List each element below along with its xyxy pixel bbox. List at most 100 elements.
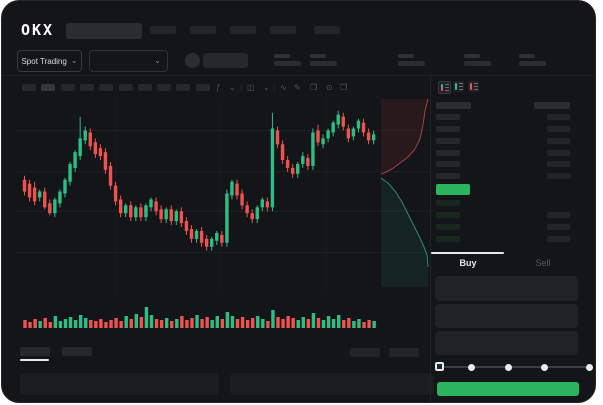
- ask-price[interactable]: [436, 126, 460, 132]
- total-field[interactable]: [435, 331, 578, 355]
- ask-price[interactable]: [436, 173, 460, 179]
- stat-value: [274, 61, 301, 66]
- candle: [341, 116, 345, 127]
- volume-bar: [53, 316, 58, 328]
- stat-value: [310, 61, 337, 66]
- timeframe-button[interactable]: [137, 84, 152, 91]
- candle: [220, 234, 224, 243]
- slider-stop[interactable]: [541, 364, 548, 371]
- pair-selector-dropdown[interactable]: ⌄: [89, 50, 168, 72]
- amount-field[interactable]: [435, 304, 578, 328]
- volume-bar: [43, 318, 47, 328]
- camera-icon[interactable]: ❒: [310, 83, 318, 92]
- search-input[interactable]: [66, 23, 142, 39]
- volume-bar: [159, 320, 164, 328]
- draw-icon[interactable]: ✎: [294, 83, 301, 92]
- divider: |: [240, 83, 243, 92]
- volume-bar: [331, 319, 336, 328]
- indicators-icon[interactable]: ƒ: [216, 83, 221, 92]
- volume-bar: [180, 316, 184, 328]
- bottom-tab-2[interactable]: [62, 347, 92, 356]
- amount-slider-handle[interactable]: [435, 362, 444, 371]
- nav-item[interactable]: [314, 26, 340, 34]
- slider-stop[interactable]: [505, 364, 512, 371]
- bid-price[interactable]: [436, 200, 460, 206]
- book-bids-icon[interactable]: [453, 81, 464, 92]
- volume-bar: [144, 307, 149, 328]
- candle: [37, 191, 42, 198]
- volume-bar: [281, 319, 285, 328]
- volume-bar: [175, 319, 179, 328]
- timeframe-button[interactable]: [41, 84, 56, 91]
- chevron-down-icon[interactable]: ⌄: [229, 83, 236, 92]
- ask-amount: [547, 150, 570, 156]
- volume-bar: [316, 318, 321, 328]
- book-all-icon[interactable]: [438, 81, 451, 94]
- candle: [260, 199, 265, 208]
- candle: [336, 114, 340, 125]
- coin-avatar[interactable]: [185, 53, 200, 68]
- chart-footer-button-1[interactable]: [350, 348, 380, 357]
- bottom-tab-active[interactable]: [20, 347, 50, 356]
- volume-bar: [38, 321, 42, 328]
- chart-footer-button-2[interactable]: [389, 348, 419, 357]
- candle: [169, 209, 173, 222]
- nav-item[interactable]: [230, 26, 256, 34]
- candle: [290, 167, 295, 174]
- volume-bar: [134, 314, 139, 328]
- candle: [240, 193, 244, 206]
- ask-price[interactable]: [436, 114, 460, 120]
- price-field[interactable]: [435, 276, 578, 301]
- volume-bar: [154, 319, 159, 328]
- gear-icon[interactable]: ⊙: [326, 83, 333, 92]
- timeframe-button[interactable]: [157, 84, 172, 91]
- bid-price[interactable]: [436, 236, 460, 242]
- candle: [215, 232, 219, 241]
- last-price-highlight[interactable]: [436, 184, 470, 195]
- nav-item[interactable]: [270, 26, 296, 34]
- amount-slider-track[interactable]: [439, 366, 590, 368]
- bid-price[interactable]: [436, 224, 460, 230]
- slider-stop[interactable]: [468, 364, 475, 371]
- nav-item[interactable]: [150, 26, 176, 34]
- volume-bar: [261, 319, 265, 328]
- stat-label: [519, 54, 535, 58]
- timeframe-button[interactable]: [176, 84, 191, 91]
- candle: [280, 144, 285, 161]
- timeframe-button[interactable]: [60, 84, 75, 91]
- volume-bar: [357, 319, 361, 328]
- candles-canvas[interactable]: [16, 97, 430, 294]
- timeframe-button[interactable]: [99, 84, 114, 91]
- tab-buy[interactable]: Buy: [459, 258, 477, 268]
- slider-stop[interactable]: [586, 364, 593, 371]
- book-asks-icon[interactable]: [468, 81, 479, 92]
- ask-price[interactable]: [436, 150, 460, 156]
- candle: [139, 207, 143, 218]
- chart-type-icon[interactable]: ◫: [247, 83, 255, 92]
- bid-price[interactable]: [436, 212, 460, 218]
- timeframe-button[interactable]: [79, 84, 94, 91]
- line-tool-icon[interactable]: ∿: [280, 83, 287, 92]
- timeframe-button[interactable]: [195, 84, 210, 91]
- volume-pane[interactable]: [16, 301, 430, 334]
- buy-submit-button[interactable]: [437, 382, 579, 396]
- candle: [53, 199, 57, 214]
- volume-bar: [220, 319, 225, 328]
- fullscreen-icon[interactable]: ❐: [340, 83, 348, 92]
- timeframe-button[interactable]: [118, 84, 133, 91]
- volume-bar: [225, 312, 230, 328]
- candle: [311, 132, 315, 166]
- tab-sell[interactable]: Sell: [535, 258, 551, 268]
- ask-price[interactable]: [436, 138, 460, 144]
- nav-item[interactable]: [190, 26, 216, 34]
- depth-bids-line: [380, 177, 429, 268]
- timeframe-button[interactable]: [22, 84, 36, 91]
- candle: [321, 138, 325, 145]
- book-header-price: [436, 102, 471, 109]
- volume-bar: [337, 315, 341, 328]
- ask-price[interactable]: [436, 161, 460, 167]
- market-type-dropdown[interactable]: Spot Trading ⌄: [17, 50, 82, 72]
- price-chart[interactable]: [16, 97, 430, 294]
- candle: [184, 221, 189, 231]
- chevron-down-icon[interactable]: ⌄: [263, 83, 270, 92]
